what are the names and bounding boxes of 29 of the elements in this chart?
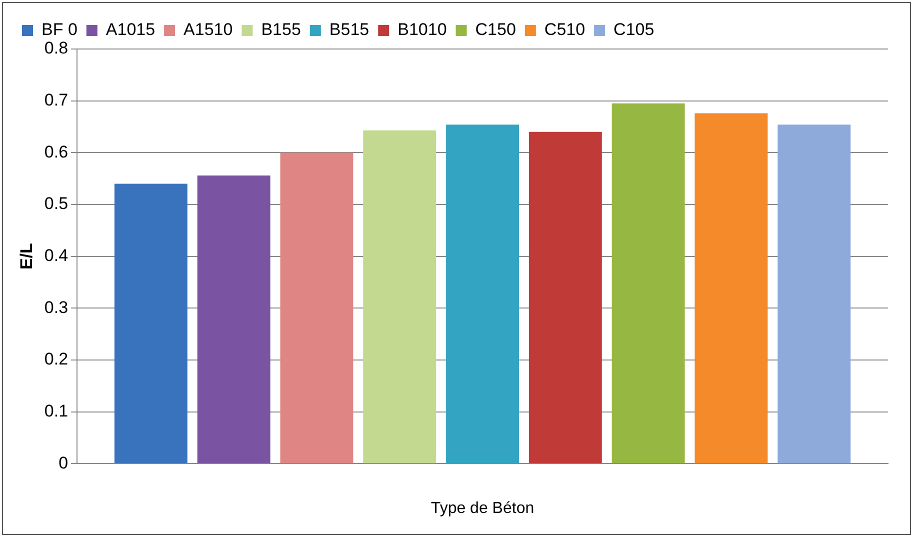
legend-label: C150	[475, 20, 516, 40]
bar	[197, 175, 270, 464]
legend-label: B1010	[398, 20, 447, 40]
y-tick-label: 0.7	[44, 90, 68, 110]
y-tick-label: 0.2	[44, 350, 68, 369]
bar	[778, 124, 851, 464]
legend-label: A1015	[106, 20, 156, 40]
y-axis-title: E/L	[16, 243, 36, 270]
y-tick-label: 0.5	[44, 194, 68, 214]
y-tick-label: 0.8	[44, 38, 68, 58]
legend-label: BF 0	[42, 20, 78, 40]
bar	[280, 152, 354, 464]
x-axis-title: Type de Béton	[430, 500, 534, 517]
legend-label: A1510	[184, 20, 233, 40]
legend-label: C510	[544, 20, 586, 40]
bar	[694, 113, 768, 464]
y-tick-label: 0.6	[44, 142, 68, 162]
bar	[528, 132, 602, 464]
bar	[363, 130, 436, 464]
bar	[612, 103, 685, 464]
legend-label: C105	[614, 20, 654, 40]
y-tick-label: 0.1	[44, 401, 68, 420]
y-tick-label: 0.4	[44, 246, 68, 265]
y-tick-label: 0	[58, 453, 68, 472]
legend-label: B515	[329, 20, 370, 40]
bar	[446, 124, 519, 464]
bar	[114, 184, 188, 464]
y-tick-label: 0.3	[44, 298, 68, 317]
legend-label: B155	[261, 20, 301, 40]
